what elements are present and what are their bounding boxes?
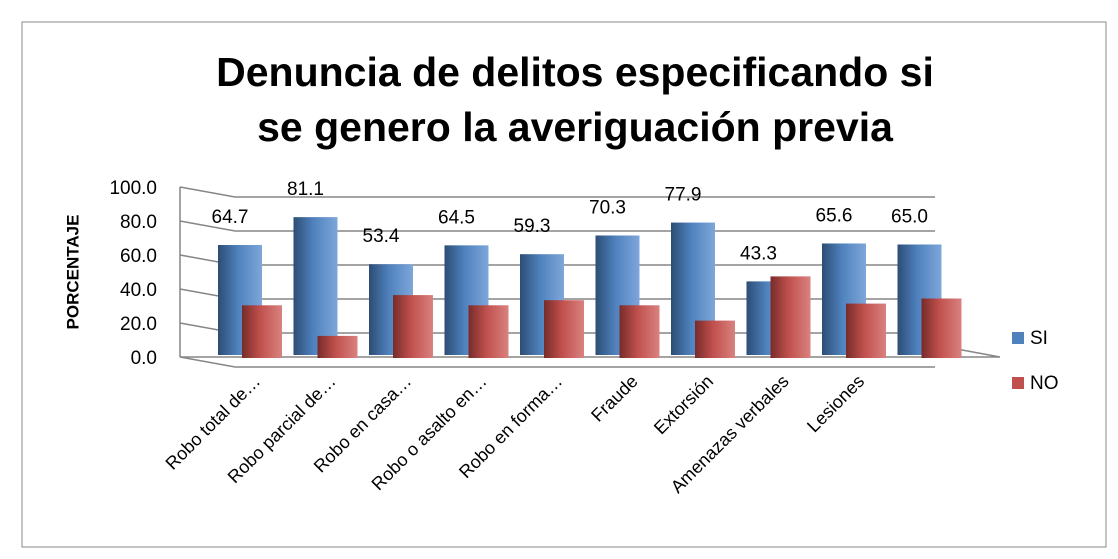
bar bbox=[770, 276, 811, 358]
data-label: 64.7 bbox=[212, 207, 249, 228]
data-label: 77.9 bbox=[665, 185, 702, 206]
grid-line bbox=[179, 356, 935, 368]
bar bbox=[293, 217, 338, 355]
bar bbox=[846, 303, 886, 358]
y-tick-label: 80.0 bbox=[120, 212, 157, 233]
y-axis-title: PORCENTAJE bbox=[63, 215, 82, 330]
legend-swatch bbox=[1012, 377, 1024, 389]
bar bbox=[544, 300, 584, 358]
bar bbox=[317, 335, 358, 358]
bar bbox=[242, 305, 282, 358]
bar bbox=[695, 320, 735, 358]
data-label: 53.4 bbox=[363, 226, 400, 247]
y-tick-label: 100.0 bbox=[109, 178, 157, 199]
y-tick-label: 20.0 bbox=[120, 314, 157, 335]
y-tick-label: 0.0 bbox=[131, 348, 157, 369]
chart-title: Denuncia de delitos especificando si se g… bbox=[216, 49, 934, 150]
data-label: 65.0 bbox=[891, 207, 928, 228]
bar bbox=[393, 295, 433, 358]
data-label: 64.5 bbox=[438, 207, 475, 228]
bar bbox=[468, 305, 509, 358]
data-label: 70.3 bbox=[589, 198, 626, 219]
grid-line bbox=[179, 186, 935, 198]
y-tick-label: 60.0 bbox=[120, 246, 157, 267]
legend-label: NO bbox=[1030, 373, 1059, 394]
legend-swatch bbox=[1012, 332, 1024, 344]
data-label: 59.3 bbox=[514, 216, 551, 237]
data-label: 65.6 bbox=[816, 205, 853, 226]
data-label: 81.1 bbox=[287, 179, 324, 200]
y-tick-label: 40.0 bbox=[120, 280, 157, 301]
data-label: 43.3 bbox=[740, 243, 777, 264]
legend-label: SI bbox=[1030, 328, 1048, 349]
bar bbox=[921, 298, 962, 358]
bar bbox=[619, 305, 660, 358]
